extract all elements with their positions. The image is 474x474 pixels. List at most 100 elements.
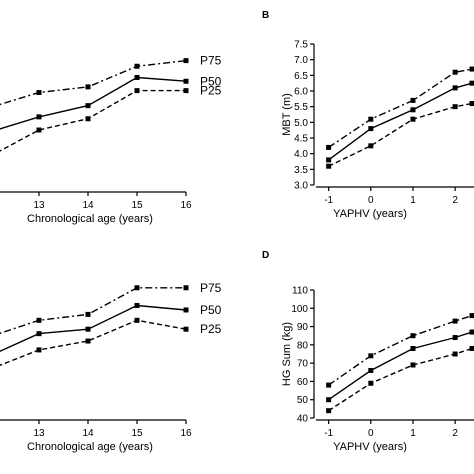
data-point-p75 [469, 66, 474, 72]
data-point-p25 [368, 143, 374, 149]
data-point-p75 [452, 69, 458, 75]
x-tick-label: 2 [452, 195, 458, 206]
y-tick-label: 5.0 [294, 118, 308, 129]
data-point-p50 [469, 329, 474, 335]
data-point-p75 [368, 116, 374, 122]
data-point-p50 [85, 103, 91, 109]
data-point-p50 [368, 367, 374, 373]
y-tick-label: 90 [297, 322, 309, 333]
data-point-p50 [326, 397, 332, 403]
data-point-p50 [410, 346, 416, 352]
series-line-p75 [328, 314, 473, 386]
series-line-p25 [0, 89, 186, 152]
data-point-p50 [326, 157, 332, 163]
data-point-p25 [368, 380, 374, 386]
series-line-p50 [0, 304, 187, 353]
panel-1: 13 14 15 16 Chronological age (years) P75 P50P… [0, 54, 222, 225]
y-tick-label: 110 [292, 286, 308, 297]
x-axis-label: Chronological age (years) [27, 213, 153, 225]
data-point-p25 [326, 408, 332, 414]
data-point-p75 [85, 84, 91, 90]
x-axis-label: YAPHV (years) [333, 441, 407, 453]
x-axis-label: Chronological age (years) [27, 441, 153, 453]
data-point-p50 [183, 307, 189, 313]
series-line-p75 [0, 59, 187, 106]
x-tick-label: 16 [180, 428, 192, 439]
series-label-p75: P75 [200, 54, 222, 68]
series-label-p75: P75 [200, 281, 222, 295]
series-label-p50: P50 [200, 74, 222, 88]
x-tick-label: 0 [368, 195, 374, 206]
x-tick-label: 16 [180, 200, 192, 211]
y-tick-label: 6.0 [294, 87, 308, 98]
data-point-p25 [410, 116, 416, 122]
data-point-p75 [134, 63, 140, 69]
panel-4: D -1 0 1 2 YAPHV (years) 40 50 60 70 80 90 100 110 HG … [262, 250, 474, 453]
series-line-p25 [328, 102, 473, 167]
data-point-p75 [134, 285, 140, 291]
data-point-p25 [134, 317, 140, 323]
data-point-p75 [183, 285, 189, 291]
data-point-p75 [326, 382, 332, 388]
y-tick-label: 3.0 [294, 181, 308, 192]
data-point-p25 [36, 127, 42, 133]
panel-3: 13 14 15 16 Chronological age (years) P75 P50 P… [0, 281, 222, 453]
data-point-p75 [326, 144, 332, 150]
data-point-p75 [85, 311, 91, 317]
y-axis-label: MBT (m) [281, 93, 293, 136]
y-tick-label: 50 [297, 395, 309, 406]
series-line-p25 [0, 319, 187, 367]
data-point-p75 [36, 90, 42, 95]
x-tick-label: -1 [324, 195, 333, 206]
data-point-p50 [368, 126, 374, 132]
data-point-p50 [183, 78, 189, 84]
chart-panels: 13 14 15 16 Chronological age (years) P75 P50 P… [0, 10, 474, 453]
data-point-p25 [134, 88, 140, 94]
data-point-p75 [368, 353, 374, 359]
series-label-p50: P50 [200, 303, 222, 317]
data-point-p50 [452, 335, 458, 341]
y-tick-label: 80 [297, 340, 309, 351]
data-point-p75 [36, 317, 42, 323]
series-line-p75 [328, 68, 473, 148]
x-tick-label: 14 [82, 200, 94, 211]
series-label-p25: P25 [200, 322, 222, 336]
data-point-p25 [183, 326, 189, 332]
y-tick-label: 100 [291, 304, 308, 315]
data-point-p75 [410, 97, 416, 103]
x-tick-label: 2 [452, 428, 458, 439]
data-point-p50 [134, 75, 140, 80]
x-tick-label: 14 [82, 428, 94, 439]
series-line-p75 [0, 287, 186, 335]
panel-label: D [262, 250, 269, 261]
data-point-p50 [36, 114, 42, 120]
x-axis-label: YAPHV (years) [333, 208, 407, 220]
data-point-p75 [410, 333, 416, 339]
data-point-p50 [452, 85, 458, 91]
x-tick-label: 13 [33, 200, 45, 211]
data-point-p50 [36, 331, 42, 337]
data-point-p75 [469, 313, 474, 319]
y-tick-label: 40 [297, 414, 309, 425]
data-point-p25 [410, 362, 416, 368]
series-line-p25 [328, 347, 473, 412]
x-tick-label: -1 [324, 428, 333, 439]
x-tick-label: 15 [131, 200, 143, 211]
series-line-p50 [328, 331, 473, 401]
y-tick-label: 5.5 [294, 102, 308, 113]
x-tick-label: 15 [131, 428, 143, 439]
data-point-p50 [469, 80, 474, 86]
x-tick-label: 1 [410, 428, 416, 439]
data-point-p75 [183, 58, 189, 64]
data-point-p25 [469, 346, 474, 352]
data-point-p25 [85, 116, 91, 122]
data-point-p50 [85, 326, 91, 332]
y-tick-label: 6.5 [294, 71, 308, 82]
data-point-p25 [469, 101, 474, 107]
data-point-p25 [183, 88, 189, 94]
y-tick-label: 3.5 [294, 165, 308, 176]
y-tick-label: 7.0 [294, 55, 308, 66]
data-point-p75 [452, 318, 458, 324]
panel-label: B [262, 10, 269, 21]
